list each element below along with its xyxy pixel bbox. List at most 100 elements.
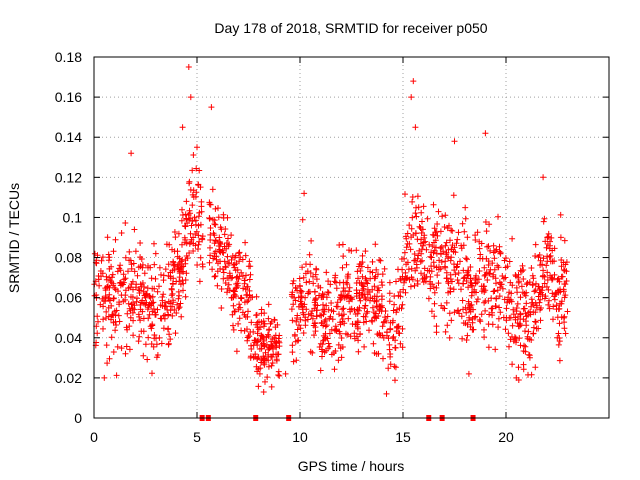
data-point [532,241,539,248]
data-point [275,372,282,378]
data-point [536,252,543,258]
data-point [479,255,486,262]
data-point [363,279,370,286]
data-point [481,283,488,290]
data-point [178,217,185,224]
data-point [449,227,456,234]
data-point [258,310,265,317]
data-point [337,321,344,328]
data-point [361,291,368,298]
data-point [373,266,380,273]
data-point [464,321,471,328]
data-point [431,300,438,307]
data-point [214,282,221,289]
data-point [152,311,159,318]
data-point [236,249,243,256]
data-point [168,292,175,299]
data-point [103,342,110,349]
data-point [433,244,439,251]
data-point [265,327,272,334]
data-point [451,138,458,145]
data-point [452,271,459,278]
data-point [490,271,497,278]
data-point [333,303,340,310]
data-point [165,261,172,268]
data-point [241,327,248,334]
data-point [359,252,366,259]
data-point [215,243,222,249]
data-point [501,296,508,303]
data-point [319,353,325,360]
data-point [412,210,419,217]
data-point [445,278,452,285]
data-point [298,293,304,300]
data-point [340,279,347,286]
data-point [545,230,552,237]
data-point [465,298,472,305]
data-point [417,240,424,247]
data-point [160,277,167,284]
data-point [379,271,386,278]
data-point [231,291,238,298]
data-point [390,333,397,340]
data-point [492,303,499,310]
data-point [560,314,567,321]
data-point [312,295,319,302]
data-point [169,303,175,310]
data-point [503,305,510,312]
data-point [105,251,112,258]
data-point [538,289,545,296]
data-point [543,244,550,251]
data-point [144,306,151,313]
data-point [115,312,122,319]
data-point [483,228,490,235]
data-point [463,278,470,284]
y-tick-label: 0 [74,410,82,426]
data-point [250,328,257,335]
data-point [107,277,114,284]
data-point [290,358,297,365]
data-point [492,275,499,282]
data-point [395,266,401,273]
data-point [543,283,550,290]
data-point [394,323,400,330]
data-point [338,354,345,361]
data-point [195,181,202,188]
data-point [392,377,398,384]
data-point [318,346,325,353]
data-point [322,323,329,330]
y-tick-label: 0.18 [55,49,82,65]
data-point [233,260,240,267]
data-point [554,276,561,283]
data-point [355,348,362,355]
data-point [247,354,254,361]
data-point [443,249,450,256]
data-point [269,360,276,366]
data-point [521,342,527,349]
data-point [114,343,121,350]
data-point [556,338,563,345]
data-point [329,316,336,323]
data-point [232,308,238,315]
data-point [443,239,450,246]
data-point [431,225,438,232]
data-point [463,337,470,343]
data-point [207,244,213,251]
data-point [291,294,298,301]
data-point [102,285,109,292]
data-point [549,275,556,282]
data-point [483,269,490,276]
data-point [409,214,416,221]
data-point [496,248,503,255]
data-point [215,205,221,212]
data-point [230,326,237,333]
data-point [356,295,363,302]
data-point [532,318,539,325]
data-point [148,302,155,309]
data-point [523,322,530,329]
data-point [436,257,443,264]
data-point [395,330,402,336]
data-point [130,286,136,293]
